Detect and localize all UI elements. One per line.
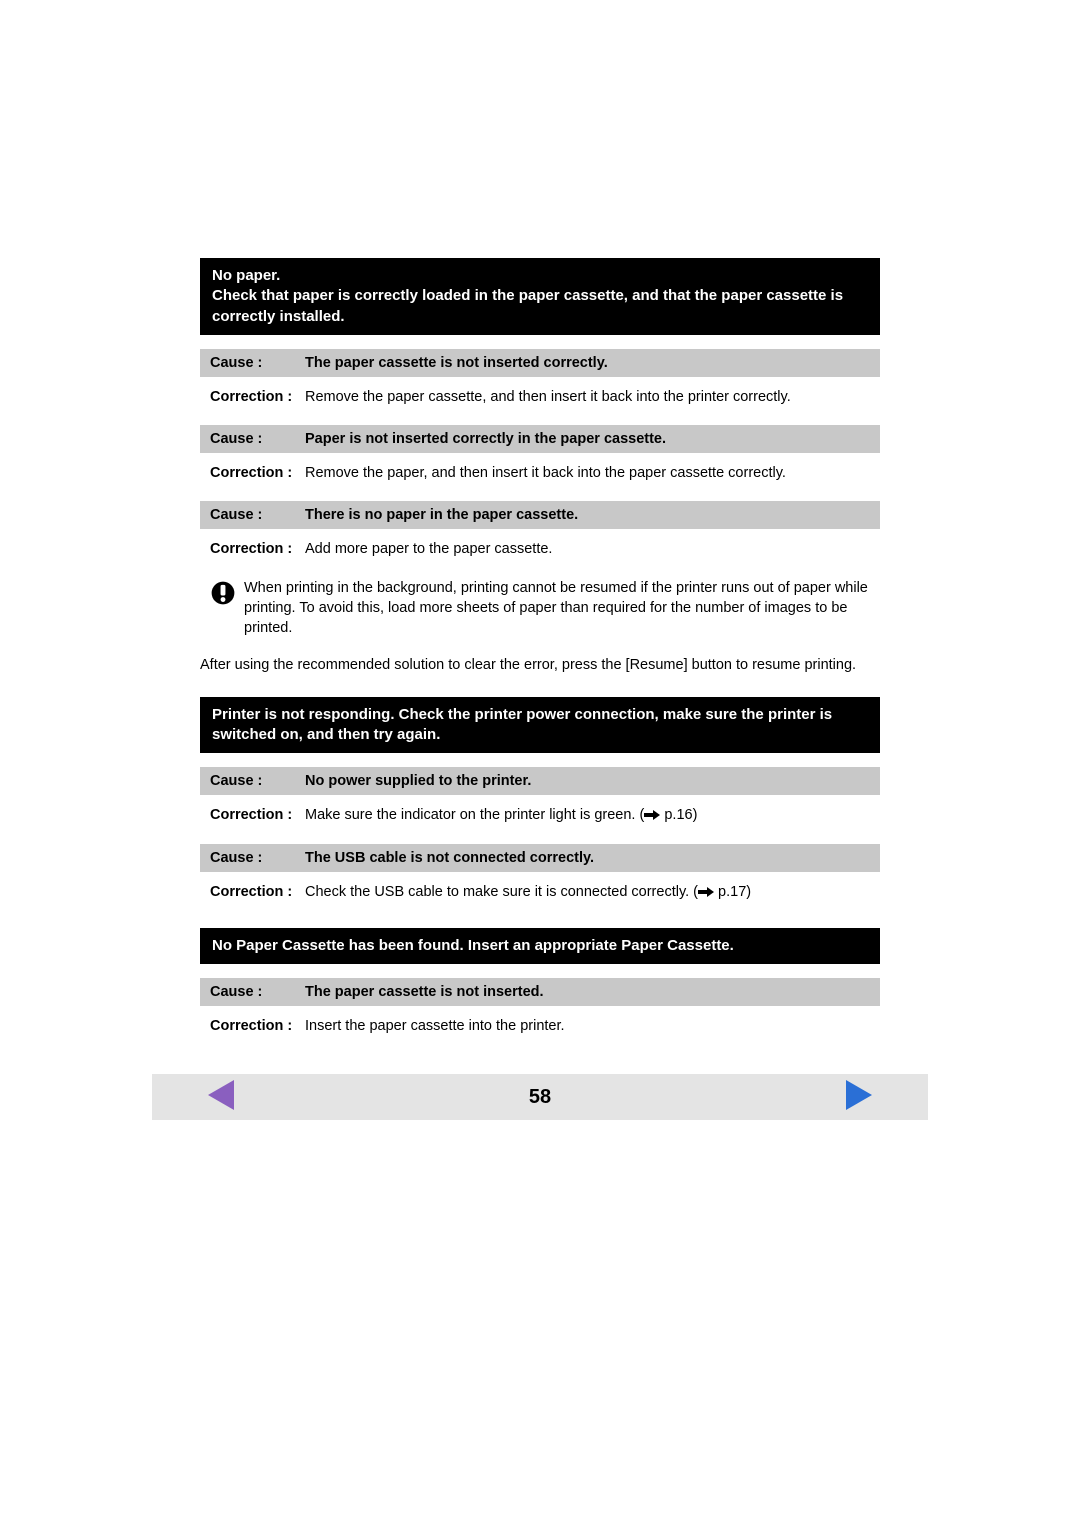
correction-row: Correction : Check the USB cable to make…: [200, 882, 880, 902]
body-text: After using the recommended solution to …: [200, 655, 880, 675]
next-page-button[interactable]: [846, 1080, 872, 1115]
correction-text-post: p.16): [660, 807, 697, 823]
error-header-no-paper: No paper. Check that paper is correctly …: [200, 258, 880, 335]
cause-label: Cause :: [210, 984, 305, 1000]
cause-label: Cause :: [210, 355, 305, 371]
cause-row: Cause : Paper is not inserted correctly …: [200, 425, 880, 453]
correction-label: Correction :: [210, 463, 305, 483]
cause-label: Cause :: [210, 507, 305, 523]
prev-page-button[interactable]: [208, 1080, 234, 1115]
correction-row: Correction : Remove the paper cassette, …: [200, 387, 880, 407]
correction-row: Correction : Insert the paper cassette i…: [200, 1016, 880, 1036]
correction-text: Remove the paper, and then insert it bac…: [305, 463, 870, 483]
correction-text: Insert the paper cassette into the print…: [305, 1016, 870, 1036]
page-ref-arrow-icon: [698, 887, 714, 897]
correction-text: Remove the paper cassette, and then inse…: [305, 387, 870, 407]
correction-text-post: p.17): [714, 884, 751, 900]
correction-label: Correction :: [210, 882, 305, 902]
correction-label: Correction :: [210, 539, 305, 559]
manual-page: No paper. Check that paper is correctly …: [0, 0, 1080, 1036]
cause-row: Cause : The USB cable is not connected c…: [200, 844, 880, 872]
note-text: When printing in the background, printin…: [244, 578, 870, 639]
cause-text: The USB cable is not connected correctly…: [305, 850, 594, 866]
header-line: Check that paper is correctly loaded in …: [212, 286, 868, 327]
cause-row: Cause : There is no paper in the paper c…: [200, 501, 880, 529]
correction-text-pre: Make sure the indicator on the printer l…: [305, 807, 644, 823]
correction-label: Correction :: [210, 387, 305, 407]
cause-label: Cause :: [210, 773, 305, 789]
error-header-not-responding: Printer is not responding. Check the pri…: [200, 697, 880, 754]
cause-label: Cause :: [210, 850, 305, 866]
cause-text: There is no paper in the paper cassette.: [305, 507, 578, 523]
header-line: No paper.: [212, 266, 868, 286]
cause-text: The paper cassette is not inserted.: [305, 984, 544, 1000]
page-number: 58: [529, 1086, 551, 1109]
correction-text: Check the USB cable to make sure it is c…: [305, 882, 870, 902]
correction-row: Correction : Add more paper to the paper…: [200, 539, 880, 559]
cause-row: Cause : The paper cassette is not insert…: [200, 978, 880, 1006]
page-nav-bar: 58: [152, 1074, 928, 1120]
page-ref-arrow-icon: [644, 810, 660, 820]
cause-row: Cause : The paper cassette is not insert…: [200, 349, 880, 377]
correction-label: Correction :: [210, 805, 305, 825]
cause-text: No power supplied to the printer.: [305, 773, 531, 789]
correction-text: Add more paper to the paper cassette.: [305, 539, 870, 559]
important-icon: [210, 578, 244, 639]
correction-text: Make sure the indicator on the printer l…: [305, 805, 870, 825]
correction-text-pre: Check the USB cable to make sure it is c…: [305, 884, 698, 900]
correction-row: Correction : Make sure the indicator on …: [200, 805, 880, 825]
note-block: When printing in the background, printin…: [200, 578, 880, 639]
error-header-no-cassette: No Paper Cassette has been found. Insert…: [200, 928, 880, 964]
cause-text: The paper cassette is not inserted corre…: [305, 355, 608, 371]
correction-row: Correction : Remove the paper, and then …: [200, 463, 880, 483]
cause-row: Cause : No power supplied to the printer…: [200, 767, 880, 795]
correction-label: Correction :: [210, 1016, 305, 1036]
cause-label: Cause :: [210, 431, 305, 447]
cause-text: Paper is not inserted correctly in the p…: [305, 431, 666, 447]
